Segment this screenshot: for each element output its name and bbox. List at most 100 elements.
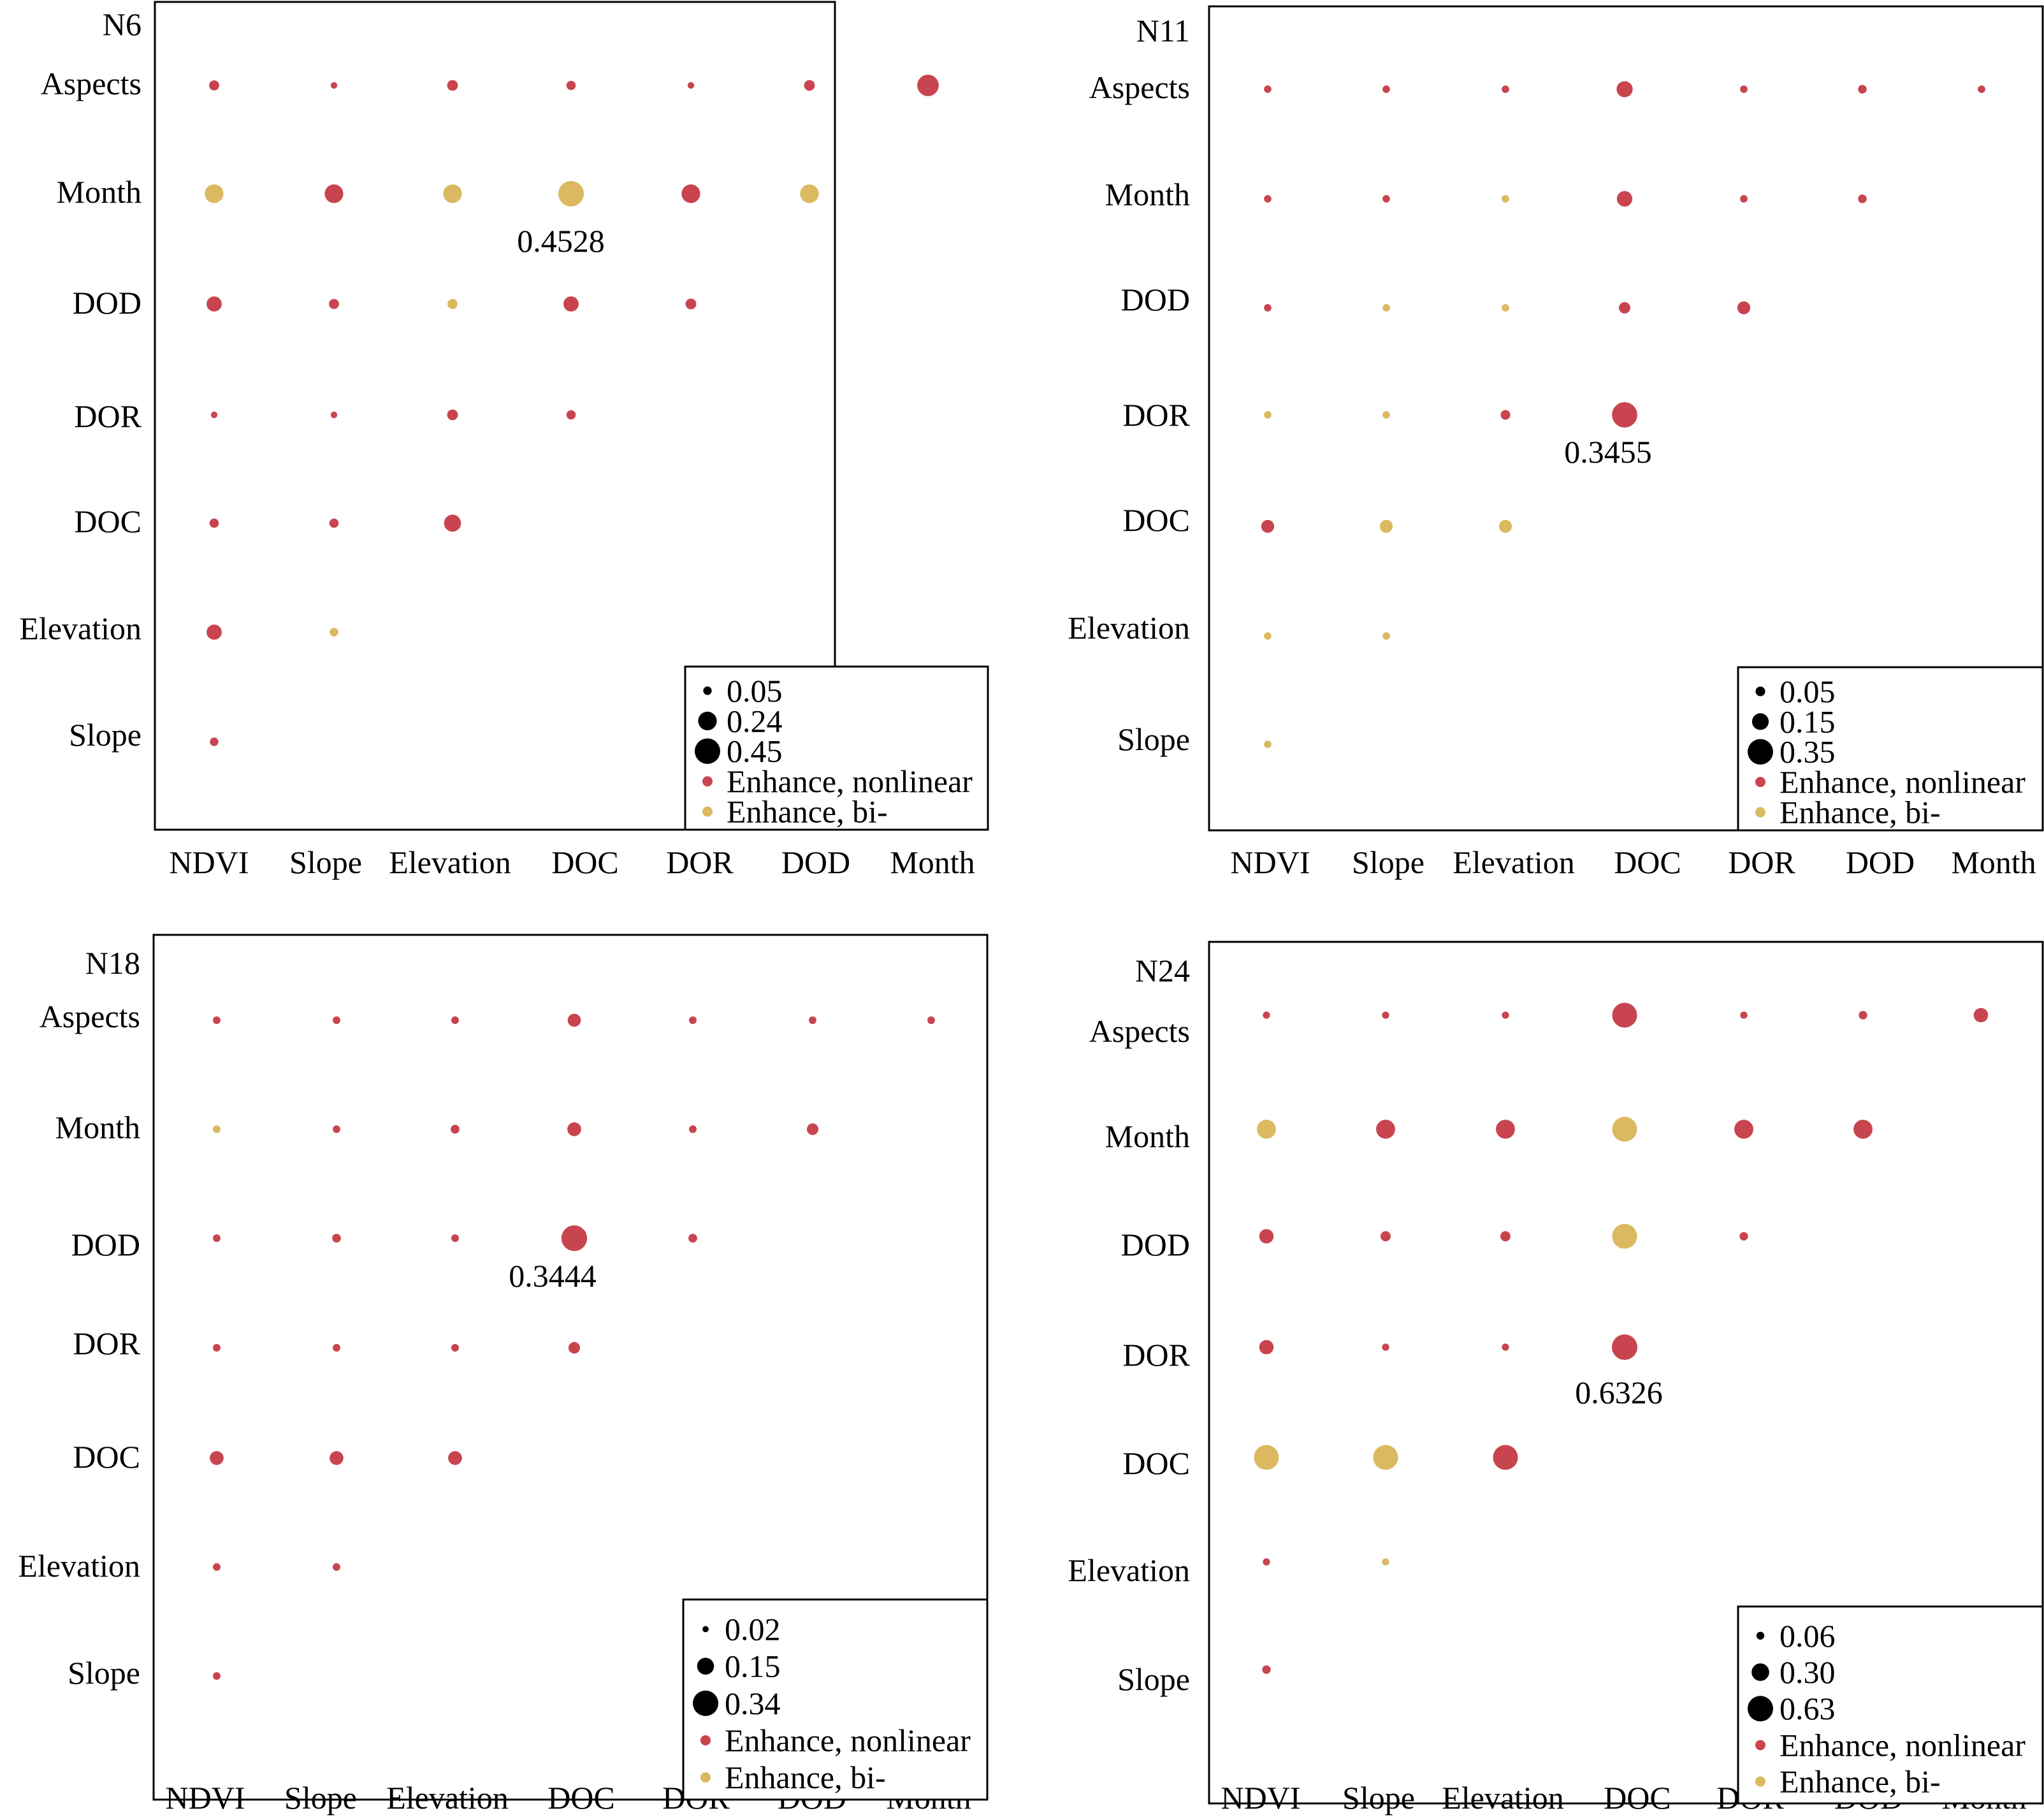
data-point — [1259, 1229, 1274, 1244]
data-point — [689, 1125, 697, 1133]
legend-size-label: 0.45 — [727, 733, 783, 769]
y-tick-label: DOC — [73, 1439, 140, 1475]
data-point — [1734, 1120, 1753, 1139]
legend-type-marker — [1755, 777, 1765, 788]
data-point — [1498, 519, 1512, 533]
data-point — [210, 411, 218, 419]
y-tick-label: Elevation — [19, 610, 141, 646]
data-point — [443, 184, 462, 203]
data-point — [451, 1016, 459, 1024]
data-point — [558, 180, 584, 207]
x-tick-label: DOR — [666, 844, 734, 880]
data-point — [1616, 191, 1633, 207]
legend-box — [1737, 1605, 2044, 1805]
data-point — [1740, 195, 1748, 203]
data-point — [332, 1234, 341, 1243]
y-tick-label: Slope — [1117, 1661, 1190, 1697]
data-point — [1502, 1011, 1509, 1019]
y-tick-label: Aspects — [1089, 69, 1190, 105]
y-tick-label: DOD — [71, 1227, 140, 1262]
legend-type-label: Enhance, bi- — [1779, 1764, 1941, 1800]
legend-type-label: Enhance, nonlinear — [1779, 1727, 2026, 1763]
legend-type-label: Enhance, bi- — [725, 1759, 886, 1795]
data-point — [806, 1123, 819, 1136]
plot-frame — [1208, 5, 2044, 832]
x-tick-label: DOR — [1728, 844, 1795, 880]
legend-type-marker — [1755, 1740, 1765, 1751]
legend-size-marker — [702, 1626, 709, 1633]
data-point — [1382, 1343, 1389, 1351]
data-point — [213, 1563, 221, 1571]
data-point — [1264, 304, 1272, 312]
data-point — [330, 411, 338, 419]
data-point — [1263, 1558, 1270, 1566]
data-point — [1382, 1011, 1389, 1019]
x-tick-label: Month — [890, 844, 975, 880]
data-point — [333, 1016, 340, 1024]
y-tick-label: DOR — [74, 398, 141, 434]
legend-size-label: 0.63 — [1779, 1691, 1836, 1726]
data-point — [1257, 1120, 1276, 1139]
data-point — [1259, 1340, 1274, 1355]
data-point — [1612, 1116, 1637, 1142]
data-point — [333, 1344, 340, 1352]
data-point — [1612, 1224, 1637, 1249]
data-point — [1611, 1334, 1638, 1361]
chart-panel-n11: N11 Aspects Month DOD DOR DOC Elevation Slope ND… — [1068, 5, 2044, 880]
chart-panel-n6: N6 Aspects Month DOD DOR DOC Elevation Slope NDV… — [19, 1, 989, 880]
y-tick-label: Month — [55, 1109, 140, 1145]
data-point — [1740, 85, 1748, 93]
legend-size-marker — [1751, 713, 1769, 730]
data-point — [451, 1125, 460, 1134]
data-point — [1502, 195, 1509, 203]
panel-title: N6 — [103, 6, 141, 42]
data-point — [324, 184, 344, 203]
legend-size-label: 0.05 — [1779, 674, 1836, 709]
x-tick-label: NDVI — [1221, 1780, 1301, 1816]
data-point — [1254, 1445, 1279, 1470]
data-point — [1263, 1011, 1270, 1019]
legend-size-marker — [693, 1690, 718, 1716]
data-point — [1612, 402, 1637, 428]
data-point — [1381, 1231, 1391, 1241]
data-point — [209, 518, 219, 528]
data-point — [685, 298, 697, 310]
data-point — [1379, 519, 1393, 533]
data-point — [330, 628, 338, 637]
data-point — [207, 296, 222, 312]
data-point — [917, 75, 939, 96]
y-tick-label: Aspects — [40, 999, 140, 1034]
x-tick-label: DOC — [551, 844, 619, 880]
legend-size-label: 0.05 — [727, 673, 783, 709]
legend-box — [684, 665, 989, 831]
data-point — [1382, 195, 1390, 203]
x-tick-label: Elevation — [386, 1780, 509, 1816]
data-point — [1978, 85, 1985, 93]
data-point — [333, 1125, 340, 1133]
legend-size-marker — [1756, 1631, 1765, 1640]
x-tick-label: DOC — [547, 1780, 615, 1816]
data-point — [1859, 1011, 1867, 1020]
legend-type-label: Enhance, nonlinear — [725, 1722, 971, 1758]
data-point — [1382, 304, 1390, 312]
y-tick-label: Slope — [69, 717, 141, 753]
legend-box — [682, 1598, 989, 1801]
data-point — [451, 1344, 459, 1352]
legend-type-label: Enhance, bi- — [1779, 795, 1941, 830]
x-tick-label: Slope — [284, 1780, 357, 1816]
data-point — [329, 299, 339, 309]
plot-frame — [154, 1, 836, 831]
plot-frame — [152, 934, 989, 1801]
panel-title: N11 — [1136, 13, 1190, 48]
data-point — [1373, 1445, 1398, 1470]
y-tick-label: Elevation — [1068, 610, 1190, 646]
data-point — [1382, 85, 1390, 93]
legend-size-marker — [1751, 1663, 1769, 1681]
legend-type-marker — [700, 1772, 711, 1783]
data-point — [213, 1016, 221, 1024]
legend-size-marker — [703, 686, 712, 695]
data-point — [1739, 1232, 1748, 1241]
max-value-label: 0.3444 — [509, 1258, 597, 1294]
